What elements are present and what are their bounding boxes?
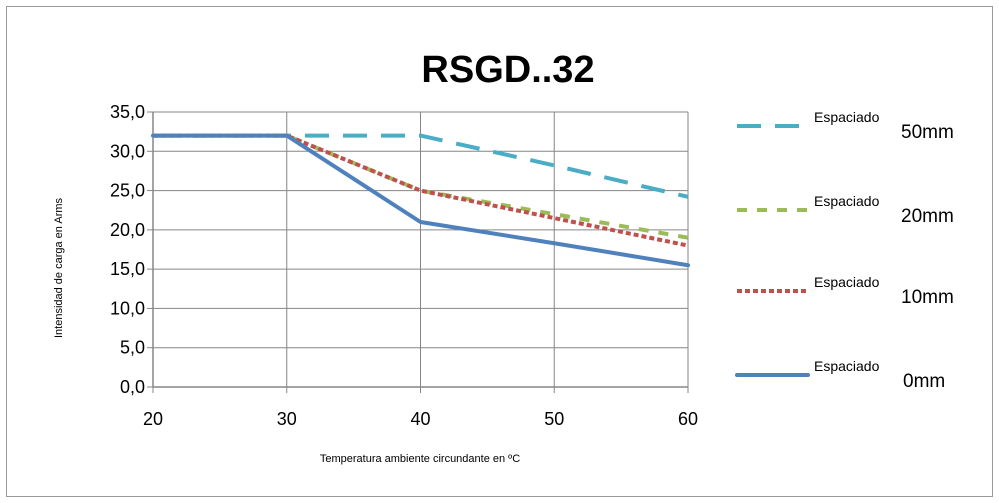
legend-label-large: 10mm [901,287,954,308]
legend-item: Espaciado 10mm [737,274,954,308]
chart-title: RSGD..32 [421,49,594,91]
y-tick-label: 5,0 [120,338,145,358]
x-tick-label: 50 [544,409,564,429]
legend-label-small: Espaciado [814,274,880,290]
legend-item: Espaciado 0mm [735,358,945,392]
legend: Espaciado50mmEspaciado20mmEspaciado10mmE… [735,109,954,392]
chart-frame [6,6,993,497]
y-tick-label: 30,0 [110,141,145,161]
series-layer [151,133,690,268]
legend-label-small: Espaciado [814,193,880,209]
y-tick-label: 15,0 [110,259,145,279]
legend-item: Espaciado 20mm [737,193,954,227]
y-axis-title: Intensidad de carga en Arms [53,197,65,338]
y-tick-label: 25,0 [110,181,145,201]
series-line-0mm [151,133,690,268]
legend-label-large: 0mm [903,371,945,392]
y-tick-label: 35,0 [110,102,145,122]
legend-item: Espaciado 50mm [737,109,954,143]
y-tick-label: 0,0 [120,377,145,397]
legend-label-large: 20mm [901,206,954,227]
axis-layer: 0,0 5,0 10,0 15,0 20,0 25,0 30,0 35,0 20 30 40 50 60 [110,102,698,429]
legend-label-large: 50mm [901,122,954,143]
legend-label-small: Espaciado [814,358,880,374]
y-tick-label: 10,0 [110,298,145,318]
x-axis-title: Temperatura ambiente circundante en ºC [320,453,520,465]
x-tick-label: 40 [410,409,430,429]
grid-layer [153,111,689,387]
x-tick-label: 60 [678,409,698,429]
x-tick-label: 30 [277,409,297,429]
y-tick-label: 20,0 [110,220,145,240]
x-tick-label: 20 [143,409,163,429]
legend-label-small: Espaciado [814,109,880,125]
